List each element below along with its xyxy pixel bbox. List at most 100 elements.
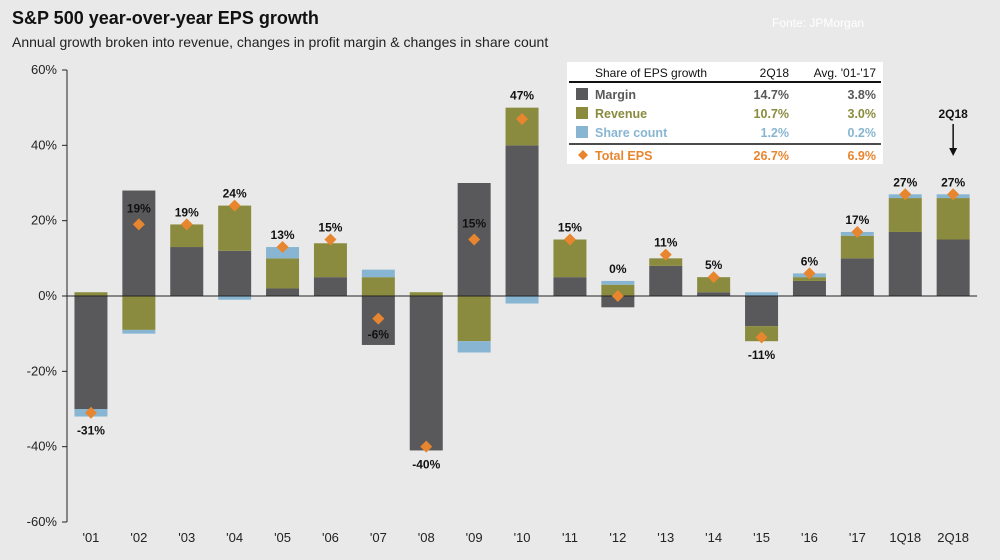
x-tick-label: '05	[274, 530, 291, 545]
bar-margin	[218, 250, 252, 296]
legend-swatch-share_count	[576, 126, 588, 138]
total-eps-label: 27%	[941, 175, 965, 189]
bar-revenue	[649, 258, 683, 266]
legend-swatch-revenue	[576, 107, 588, 119]
legend-row-label: Revenue	[595, 107, 647, 121]
bar-margin	[74, 296, 108, 409]
x-tick-label: '13	[657, 530, 674, 545]
total-eps-marker	[755, 331, 768, 344]
bar-margin	[936, 239, 970, 296]
total-eps-label: 17%	[845, 213, 869, 227]
y-tick-label: 60%	[31, 62, 57, 77]
bar-share_count	[601, 280, 635, 285]
bar-margin	[122, 190, 156, 296]
y-tick-label: -40%	[27, 439, 58, 454]
total-eps-label: -11%	[748, 348, 776, 362]
total-eps-label: 19%	[127, 201, 151, 215]
legend-row-avg: 3.0%	[848, 107, 877, 121]
x-tick-label: '01	[82, 530, 99, 545]
x-tick-label: '14	[705, 530, 722, 545]
x-tick-label: '10	[514, 530, 531, 545]
legend-row-2q18: 1.2%	[761, 126, 790, 140]
total-eps-marker	[563, 233, 576, 246]
total-eps-label: 15%	[318, 221, 342, 235]
bar-revenue	[361, 277, 395, 296]
total-eps-label: 15%	[462, 217, 486, 231]
total-eps-marker	[803, 267, 816, 280]
annotation-label: 2Q18	[938, 107, 968, 121]
bar-margin	[170, 247, 204, 296]
total-eps-label: 5%	[705, 258, 723, 272]
total-eps-label: 11%	[654, 236, 678, 250]
y-tick-label: -20%	[27, 363, 58, 378]
x-tick-label: '12	[609, 530, 626, 545]
bar-revenue	[697, 277, 731, 293]
annotation-arrow-head	[949, 148, 958, 156]
total-eps-label: 24%	[223, 187, 247, 201]
x-tick-label: '04	[226, 530, 243, 545]
total-eps-label: 15%	[558, 221, 582, 235]
total-eps-label: 27%	[893, 175, 917, 189]
total-eps-marker	[372, 312, 385, 325]
total-eps-marker	[84, 406, 97, 419]
total-eps-marker	[324, 233, 337, 246]
total-eps-marker	[468, 233, 481, 246]
total-eps-marker	[420, 440, 433, 453]
bar-margin	[888, 231, 922, 296]
bar-revenue	[936, 198, 970, 240]
legend-row-2q18: 10.7%	[754, 107, 789, 121]
total-eps-label: -31%	[77, 424, 105, 438]
bar-share_count	[505, 296, 539, 304]
x-tick-label: '16	[801, 530, 818, 545]
bar-revenue	[457, 296, 491, 342]
x-tick-label: '09	[466, 530, 483, 545]
legend-header-label: Share of EPS growth	[595, 66, 707, 80]
legend-swatch-total-eps	[578, 150, 588, 160]
total-eps-marker	[276, 241, 289, 254]
total-eps-label: 13%	[271, 228, 295, 242]
total-eps-marker	[707, 271, 720, 284]
x-tick-label: 1Q18	[889, 530, 921, 545]
bar-share_count	[122, 329, 156, 334]
total-eps-label: 19%	[175, 205, 199, 219]
total-eps-marker	[851, 225, 864, 238]
y-tick-label: 20%	[31, 213, 57, 228]
bar-revenue	[218, 205, 252, 251]
total-eps-label: 6%	[801, 254, 819, 268]
bar-revenue	[170, 224, 204, 248]
chart-title: S&P 500 year-over-year EPS growth	[12, 8, 319, 28]
bar-margin	[266, 288, 300, 296]
legend-row-label: Margin	[595, 88, 636, 102]
bar-margin	[553, 277, 587, 296]
bar-revenue	[74, 292, 108, 296]
y-tick-label: -60%	[27, 514, 58, 529]
legend-swatch-margin	[576, 88, 588, 100]
total-eps-marker	[180, 218, 193, 231]
legend-row-avg: 6.9%	[848, 149, 877, 163]
bar-share_count	[361, 269, 395, 278]
x-tick-label: '02	[130, 530, 147, 545]
legend-row-label: Total EPS	[595, 149, 652, 163]
legend-row-avg: 0.2%	[848, 126, 877, 140]
chart-subtitle: Annual growth broken into revenue, chang…	[12, 34, 549, 50]
legend-table-background	[567, 62, 883, 164]
bar-share_count	[457, 341, 491, 353]
x-tick-label: '06	[322, 530, 339, 545]
total-eps-marker	[899, 188, 912, 201]
legend-row-label: Share count	[595, 126, 668, 140]
source-label: Fonte: JPMorgan	[772, 16, 865, 30]
bar-margin	[649, 265, 683, 296]
total-eps-marker	[611, 290, 624, 302]
total-eps-label: -40%	[412, 457, 440, 471]
legend-row-avg: 3.8%	[848, 88, 877, 102]
bar-revenue	[266, 258, 300, 289]
bar-revenue	[553, 239, 587, 278]
legend-header-avg: Avg. '01-'17	[814, 66, 877, 80]
total-eps-label: 47%	[510, 89, 534, 103]
bar-margin	[792, 280, 826, 296]
total-eps-label: 0%	[609, 262, 627, 276]
bar-margin	[840, 258, 874, 296]
bar-revenue	[122, 296, 156, 330]
